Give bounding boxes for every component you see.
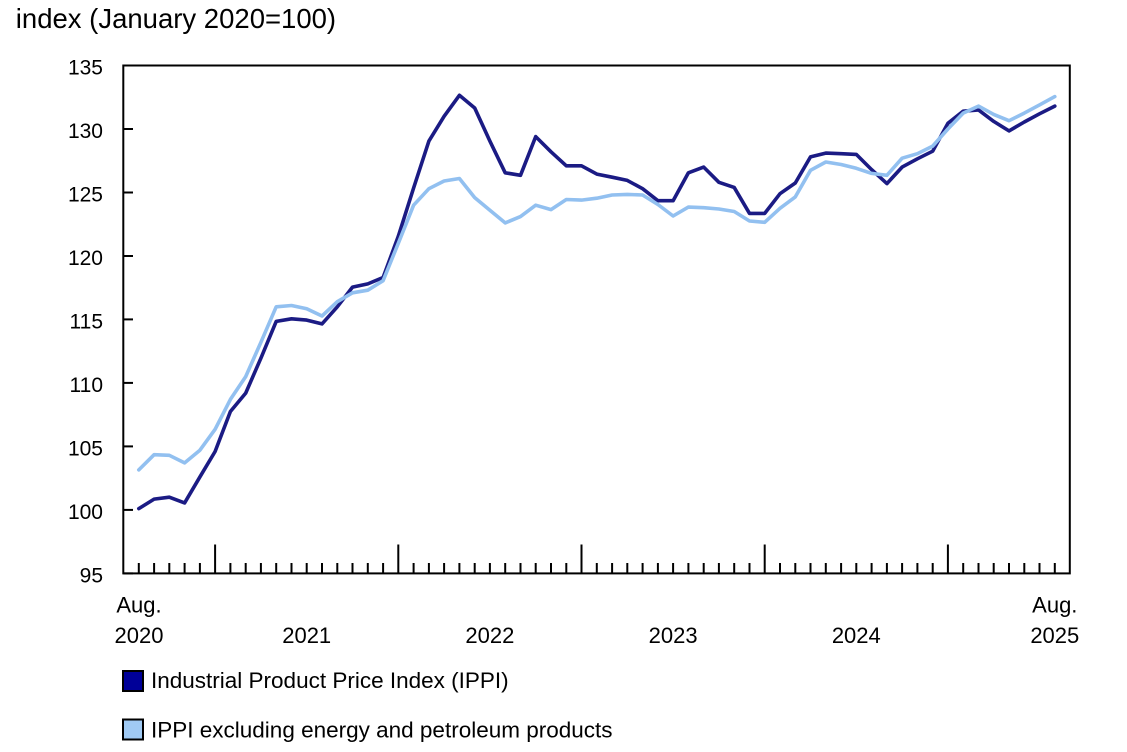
svg-text:125: 125 bbox=[68, 184, 103, 207]
svg-text:2022: 2022 bbox=[465, 623, 514, 648]
svg-text:105: 105 bbox=[68, 437, 103, 460]
svg-text:2023: 2023 bbox=[649, 623, 698, 648]
svg-text:100: 100 bbox=[68, 501, 103, 524]
svg-text:115: 115 bbox=[70, 310, 103, 333]
svg-text:IPPI excluding energy and petr: IPPI excluding energy and petroleum prod… bbox=[151, 718, 613, 743]
svg-text:2025: 2025 bbox=[1030, 623, 1079, 648]
svg-text:120: 120 bbox=[68, 247, 103, 270]
svg-text:95: 95 bbox=[80, 564, 103, 587]
svg-text:2020: 2020 bbox=[115, 623, 164, 648]
svg-text:Aug.: Aug. bbox=[116, 593, 161, 618]
svg-text:Aug.: Aug. bbox=[1032, 593, 1077, 618]
svg-text:Industrial Product Price Index: Industrial Product Price Index (IPPI) bbox=[151, 668, 509, 693]
svg-text:2021: 2021 bbox=[282, 623, 331, 648]
svg-text:135: 135 bbox=[68, 57, 103, 80]
svg-text:index (January 2020=100): index (January 2020=100) bbox=[16, 3, 336, 34]
svg-text:130: 130 bbox=[68, 120, 103, 143]
svg-text:110: 110 bbox=[70, 374, 103, 397]
svg-text:2024: 2024 bbox=[832, 623, 881, 648]
